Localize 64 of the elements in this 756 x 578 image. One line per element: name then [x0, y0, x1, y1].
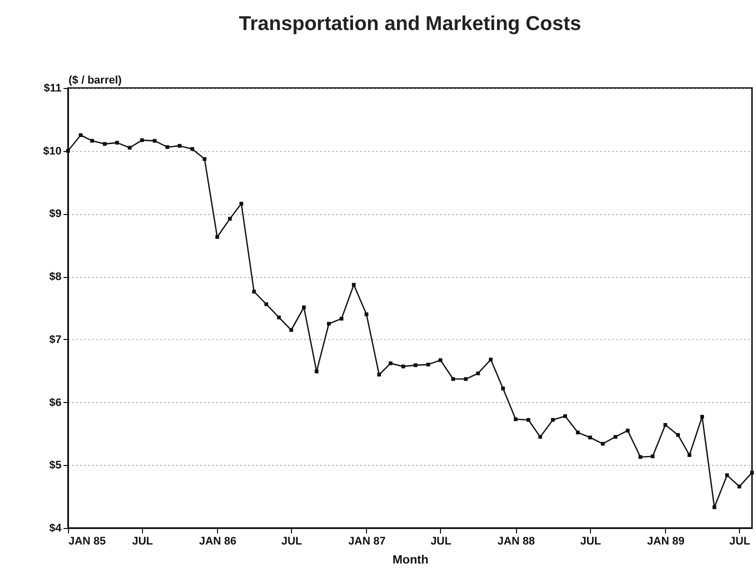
- y-tick-label: $9: [49, 208, 62, 220]
- point: [576, 430, 580, 434]
- point: [178, 144, 182, 148]
- y-tick-label: $7: [49, 334, 62, 346]
- point: [277, 316, 281, 320]
- y-tick-label: $6: [49, 396, 62, 409]
- x-tick-label: JUL: [281, 536, 302, 548]
- point: [202, 157, 206, 161]
- point: [526, 418, 530, 422]
- x-tick-label: JAN 85: [68, 536, 106, 548]
- point: [102, 142, 107, 146]
- y-axis-title: ($ / barrel): [68, 74, 122, 86]
- point: [750, 470, 754, 475]
- point: [388, 361, 392, 366]
- point: [563, 414, 568, 418]
- y-tick-label: $5: [49, 460, 62, 472]
- point: [438, 358, 442, 362]
- point: [115, 140, 119, 145]
- x-tick-label: JUL: [132, 536, 154, 548]
- point: [426, 362, 430, 366]
- point: [414, 363, 418, 368]
- point: [626, 428, 630, 432]
- point: [401, 364, 406, 368]
- point: [364, 312, 368, 316]
- point: [725, 473, 729, 478]
- y-tick-label: $10: [43, 145, 62, 158]
- point: [737, 484, 742, 488]
- y-tick-label: $4: [49, 522, 62, 534]
- point: [501, 386, 505, 390]
- point: [688, 453, 692, 457]
- point: [165, 145, 170, 149]
- point: [663, 423, 668, 427]
- point: [314, 370, 318, 374]
- point: [289, 328, 294, 332]
- x-tick-label: JAN 88: [498, 536, 535, 548]
- x-tick-label: JUL: [580, 536, 602, 548]
- x-tick-label: JAN 86: [199, 536, 236, 548]
- x-tick-label: JUL: [430, 536, 452, 548]
- point: [302, 306, 306, 310]
- chart-title: Transportation and Marketing Costs: [238, 13, 582, 35]
- point: [614, 434, 618, 439]
- y-tick-label: $11: [44, 82, 62, 94]
- point: [588, 436, 592, 440]
- point: [488, 358, 493, 362]
- point: [638, 455, 642, 459]
- point: [140, 138, 144, 142]
- point: [190, 147, 194, 151]
- point: [228, 216, 232, 221]
- point: [551, 418, 555, 422]
- x-tick-label: JUL: [729, 536, 750, 548]
- point: [66, 148, 70, 153]
- point: [712, 505, 716, 510]
- point: [215, 235, 220, 239]
- point: [464, 377, 468, 381]
- point: [700, 414, 704, 419]
- x-tick-label: JAN 87: [348, 536, 386, 548]
- x-tick-label: JAN 89: [647, 536, 684, 548]
- point: [451, 377, 456, 381]
- point: [252, 290, 256, 294]
- point: [676, 433, 680, 437]
- point: [340, 316, 344, 321]
- y-tick-label: $8: [49, 271, 62, 284]
- x-axis-title: Month: [392, 552, 428, 566]
- point: [476, 372, 480, 376]
